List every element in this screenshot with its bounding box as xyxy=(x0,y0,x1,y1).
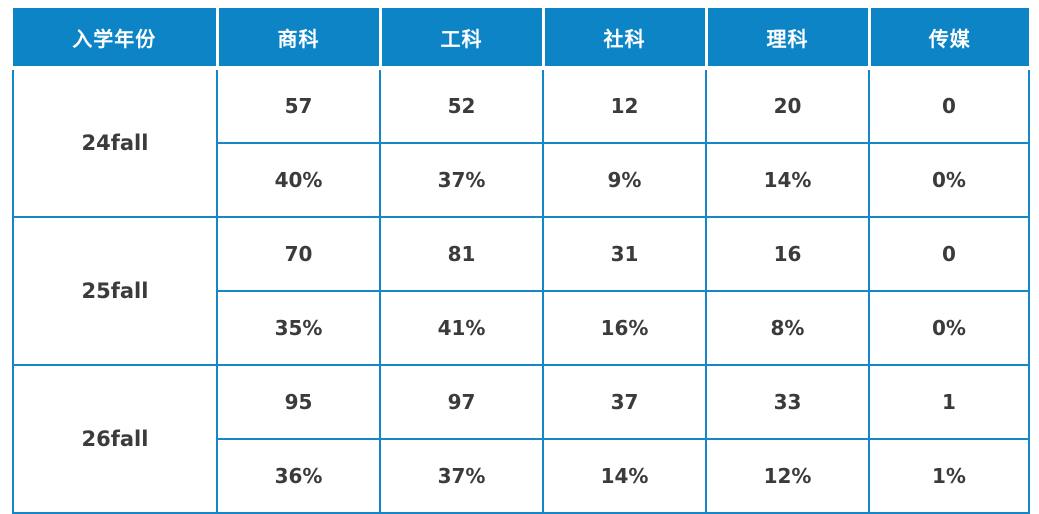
header-cell-engineering: 工科 xyxy=(378,8,545,70)
percent-cell: 9% xyxy=(542,142,707,218)
count-cell: 16 xyxy=(705,216,870,292)
table-row-25fall-percents: 35% 41% 16% 8% 0% xyxy=(13,290,1030,366)
header-cell-media: 传媒 xyxy=(867,8,1029,70)
percent-cell: 41% xyxy=(379,290,544,366)
year-cell-24fall: 24fall xyxy=(12,67,218,218)
header-row: 入学年份 商科 工科 社科 理科 传媒 xyxy=(13,8,1029,70)
year-cell-26fall: 26fall xyxy=(12,364,218,514)
percent-cell: 1% xyxy=(868,438,1030,514)
enrollment-table: 入学年份 商科 工科 社科 理科 传媒 24fall 57 52 12 20 0… xyxy=(12,8,1030,514)
count-cell: 37 xyxy=(542,364,707,440)
count-cell: 0 xyxy=(868,216,1030,292)
count-cell: 81 xyxy=(379,216,544,292)
count-cell: 57 xyxy=(216,67,381,144)
percent-cell: 16% xyxy=(542,290,707,366)
percent-cell: 0% xyxy=(868,290,1030,366)
percent-cell: 37% xyxy=(379,142,544,218)
count-cell: 97 xyxy=(379,364,544,440)
count-cell: 70 xyxy=(216,216,381,292)
table-row-26fall-counts: 26fall 95 97 37 33 1 xyxy=(12,364,1030,514)
header-cell-enrollment-year: 入学年份 xyxy=(13,8,219,70)
count-cell: 31 xyxy=(542,216,707,292)
count-cell: 0 xyxy=(868,67,1030,144)
year-cell-25fall: 25fall xyxy=(12,216,218,366)
percent-cell: 35% xyxy=(216,290,381,366)
percent-cell: 14% xyxy=(705,142,870,218)
header-cell-business: 商科 xyxy=(215,8,382,70)
count-cell: 33 xyxy=(705,364,870,440)
percent-cell: 37% xyxy=(379,438,544,514)
table-row-24fall-counts: 24fall 57 52 12 20 0 xyxy=(12,67,1030,218)
percent-cell: 12% xyxy=(705,438,870,514)
table-row-25fall-counts: 25fall 70 81 31 16 0 xyxy=(12,216,1030,366)
count-cell: 95 xyxy=(216,364,381,440)
header-cell-social-science: 社科 xyxy=(541,8,708,70)
percent-cell: 40% xyxy=(216,142,381,218)
percent-cell: 0% xyxy=(868,142,1030,218)
count-cell: 52 xyxy=(379,67,544,144)
table-row-26fall-percents: 36% 37% 14% 12% 1% xyxy=(13,438,1030,514)
percent-cell: 14% xyxy=(542,438,707,514)
count-cell: 20 xyxy=(705,67,870,144)
table-row-24fall-percents: 40% 37% 9% 14% 0% xyxy=(13,142,1030,218)
count-cell: 12 xyxy=(542,67,707,144)
header-cell-science: 理科 xyxy=(704,8,871,70)
percent-cell: 8% xyxy=(705,290,870,366)
percent-cell: 36% xyxy=(216,438,381,514)
count-cell: 1 xyxy=(868,364,1030,440)
